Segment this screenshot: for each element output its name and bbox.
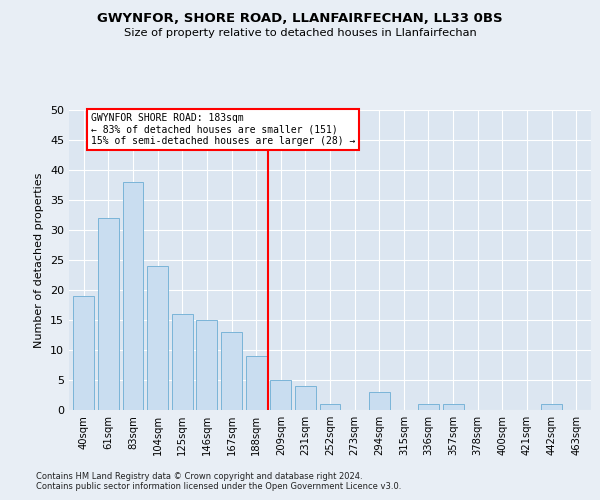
Bar	[221, 332, 242, 410]
Bar	[122, 182, 143, 410]
Bar	[443, 404, 464, 410]
Bar	[147, 266, 168, 410]
Bar	[320, 404, 340, 410]
Bar	[270, 380, 291, 410]
Text: Size of property relative to detached houses in Llanfairfechan: Size of property relative to detached ho…	[124, 28, 476, 38]
Text: Contains HM Land Registry data © Crown copyright and database right 2024.: Contains HM Land Registry data © Crown c…	[36, 472, 362, 481]
Bar	[295, 386, 316, 410]
Bar	[541, 404, 562, 410]
Text: GWYNFOR SHORE ROAD: 183sqm
← 83% of detached houses are smaller (151)
15% of sem: GWYNFOR SHORE ROAD: 183sqm ← 83% of deta…	[91, 113, 356, 146]
Bar	[172, 314, 193, 410]
Bar	[196, 320, 217, 410]
Text: Contains public sector information licensed under the Open Government Licence v3: Contains public sector information licen…	[36, 482, 401, 491]
Text: GWYNFOR, SHORE ROAD, LLANFAIRFECHAN, LL33 0BS: GWYNFOR, SHORE ROAD, LLANFAIRFECHAN, LL3…	[97, 12, 503, 26]
Bar	[98, 218, 119, 410]
Bar	[418, 404, 439, 410]
Y-axis label: Number of detached properties: Number of detached properties	[34, 172, 44, 348]
Bar	[73, 296, 94, 410]
Bar	[369, 392, 390, 410]
Bar	[245, 356, 266, 410]
